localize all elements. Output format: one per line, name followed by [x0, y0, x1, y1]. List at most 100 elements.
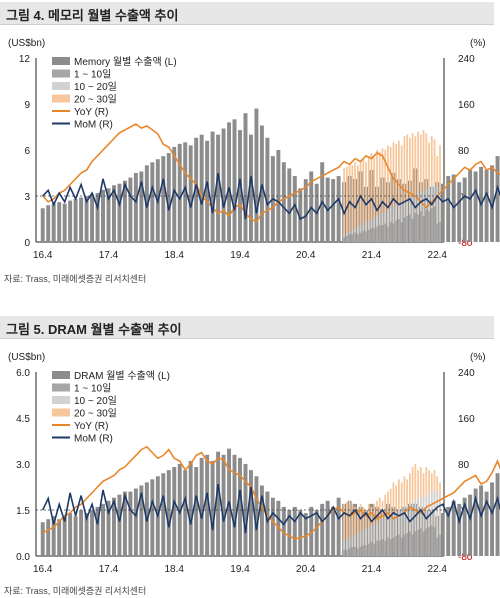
y-tick-label: 9: [24, 100, 30, 111]
series-mom-line: [42, 172, 500, 221]
bar-dekad-10-20: [417, 499, 419, 556]
bar-dekad-20-30: [378, 151, 381, 242]
bar-monthly-total: [468, 169, 473, 242]
bar-dekad-20-30: [417, 131, 419, 242]
bar-dekad-10-20: [403, 506, 406, 556]
x-tick-label: 19.4: [230, 564, 250, 575]
bar-dekad-20-30: [354, 506, 356, 556]
bar-dekad-1-10: [356, 548, 359, 556]
bar-dekad-10-20: [406, 505, 408, 556]
bar-dekad-10-20: [433, 490, 436, 556]
bar-dekad-1-10: [408, 531, 411, 556]
bar-dekad-10-20: [384, 517, 387, 556]
bar-monthly-total: [161, 156, 166, 242]
bar-monthly-total: [172, 146, 177, 242]
chart-title: 그림 5. DRAM 월별 수출액 추이: [6, 322, 182, 337]
bar-dekad-10-20: [430, 491, 433, 556]
bar-dekad-1-10: [348, 548, 351, 556]
bar-monthly-total: [183, 142, 188, 242]
bar-dekad-1-10: [343, 237, 345, 242]
bar-monthly-total: [243, 113, 248, 242]
bar-dekad-10-20: [387, 209, 389, 242]
bar-monthly-total: [265, 137, 270, 242]
bar-dekad-20-30: [348, 500, 351, 556]
bar-dekad-20-30: [373, 157, 376, 242]
y2-tick-label: 160: [458, 414, 475, 425]
bar-dekad-1-10: [436, 223, 439, 242]
x-tick-label: 19.4: [230, 250, 250, 261]
bar-dekad-1-10: [381, 539, 384, 556]
bar-monthly-total: [446, 176, 451, 242]
legend-swatch: [52, 396, 70, 404]
bar-dekad-1-10: [376, 540, 378, 556]
x-tick-label: 18.4: [165, 564, 185, 575]
bar-dekad-1-10: [343, 549, 345, 556]
bar-monthly-total: [320, 503, 325, 556]
bar-monthly-total: [117, 183, 122, 242]
bar-dekad-1-10: [378, 540, 381, 556]
bar-monthly-total: [248, 470, 253, 556]
bar-monthly-total: [177, 143, 182, 242]
x-tick-label: 17.4: [99, 250, 119, 261]
bar-dekad-20-30: [381, 148, 384, 242]
bar-dekad-1-10: [419, 528, 422, 556]
bar-dekad-1-10: [433, 206, 436, 242]
bar-monthly-total: [95, 192, 100, 242]
bar-dekad-1-10: [433, 526, 436, 556]
y2-tick-label: 240: [458, 368, 475, 379]
legend-swatch: [52, 94, 70, 103]
bar-monthly-total: [51, 203, 56, 242]
bar-dekad-20-30: [403, 136, 406, 242]
bar-monthly-total: [139, 485, 144, 556]
right-unit-label: (%): [470, 38, 486, 49]
bar-monthly-total: [46, 519, 51, 556]
bar-monthly-total: [101, 503, 105, 556]
bar-dekad-10-20: [395, 511, 398, 556]
bar-dekad-1-10: [417, 529, 419, 556]
bar-monthly-total: [166, 153, 171, 242]
bar-dekad-20-30: [398, 140, 400, 242]
bar-monthly-total: [122, 180, 127, 242]
bar-monthly-total: [484, 491, 489, 556]
bar-monthly-total: [221, 128, 226, 242]
bar-dekad-10-20: [428, 493, 430, 556]
legend-label: 1 ~ 10일: [74, 383, 111, 395]
bar-monthly-total: [194, 467, 199, 556]
bar-dekad-10-20: [348, 537, 351, 556]
y-tick-label: 3.0: [16, 460, 30, 471]
bar-monthly-total: [106, 500, 111, 556]
bar-dekad-10-20: [439, 494, 441, 556]
memory-chart: (US$bn)(%)036912-8008016024016.417.418.4…: [8, 38, 500, 261]
bar-monthly-total: [336, 497, 341, 556]
bar-monthly-total: [303, 513, 308, 556]
x-tick-label: 22.4: [428, 564, 448, 575]
bar-dekad-20-30: [343, 168, 345, 242]
bar-monthly-total: [205, 140, 210, 242]
bar-dekad-10-20: [362, 529, 365, 556]
legend-swatch: [52, 408, 70, 417]
bar-dekad-1-10: [430, 208, 433, 242]
bar-dekad-20-30: [359, 503, 362, 556]
bar-dekad-1-10: [406, 215, 408, 242]
bar-monthly-total: [331, 506, 336, 556]
bar-monthly-total: [298, 510, 303, 556]
bar-dekad-1-10: [403, 534, 406, 556]
bar-dekad-1-10: [354, 232, 356, 242]
legend-label: 10 ~ 20일: [74, 81, 117, 93]
bar-monthly-total: [79, 197, 84, 242]
bar-dekad-10-20: [365, 528, 367, 556]
bar-dekad-20-30: [351, 503, 354, 556]
bar-monthly-total: [84, 196, 89, 242]
bar-monthly-total: [473, 171, 478, 242]
bar-monthly-total: [188, 460, 193, 556]
bar-dekad-20-30: [408, 137, 411, 242]
bar-dekad-1-10: [345, 235, 348, 242]
bar-monthly-total: [188, 145, 193, 242]
bar-dekad-1-10: [370, 228, 373, 242]
bar-dekad-1-10: [367, 543, 370, 556]
x-tick-label: 17.4: [99, 564, 119, 575]
bar-monthly-total: [62, 203, 67, 242]
bar-monthly-total: [166, 470, 171, 556]
bar-dekad-1-10: [389, 222, 392, 242]
y-tick-label: 4.5: [16, 414, 30, 425]
